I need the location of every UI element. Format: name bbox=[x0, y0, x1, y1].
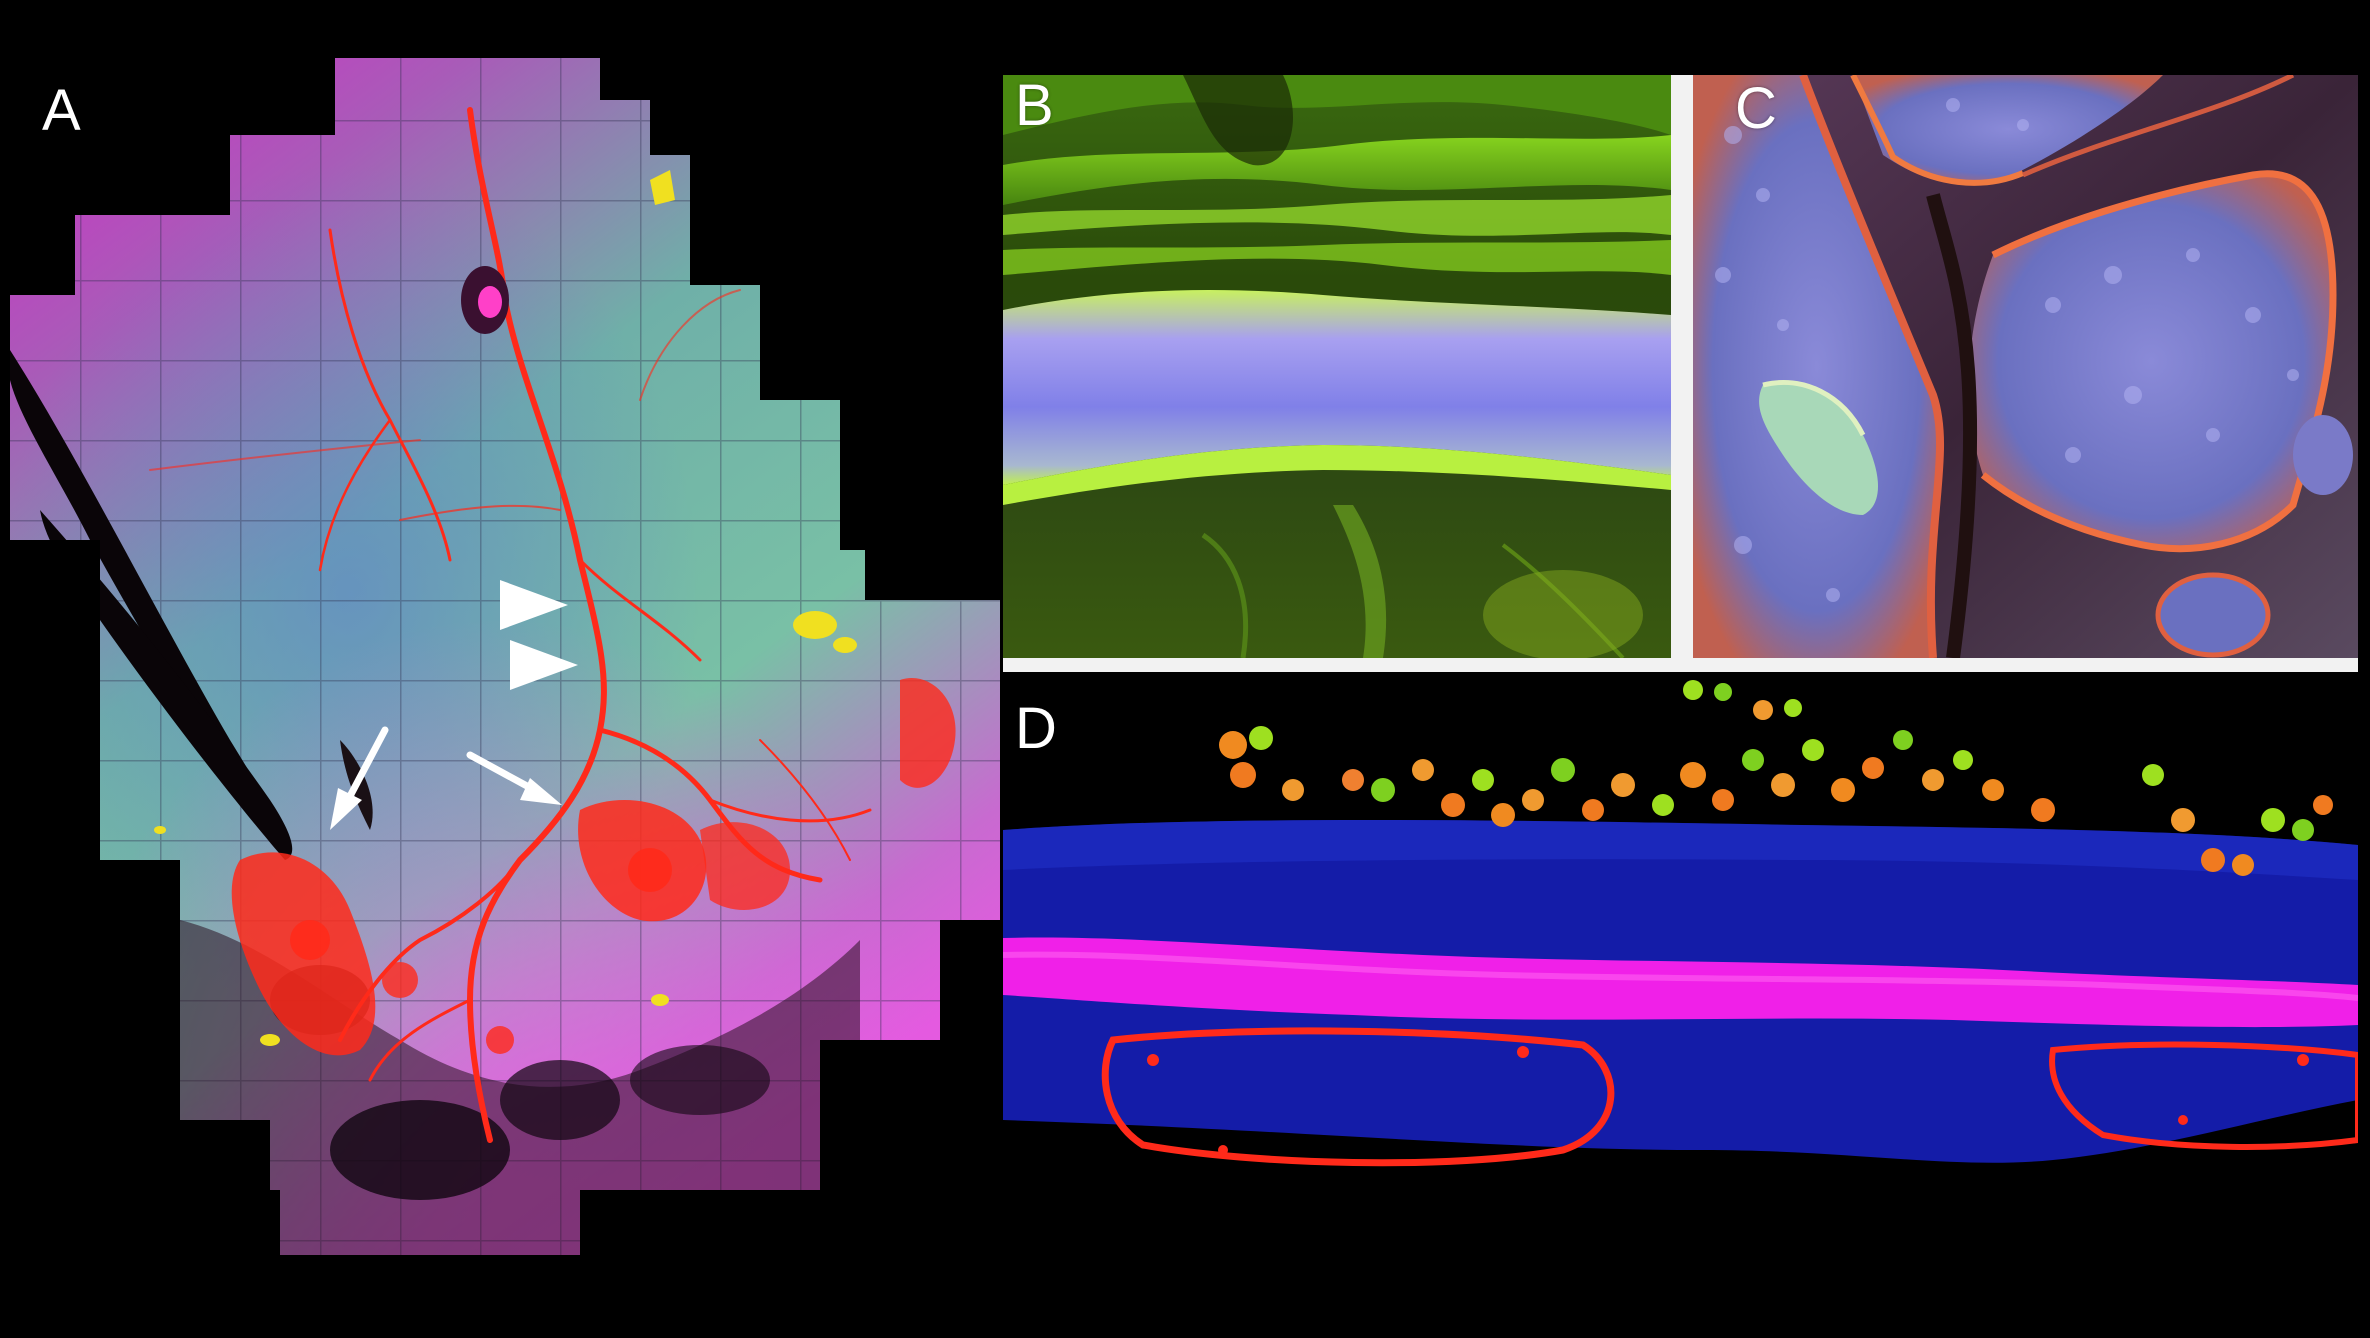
panel-a-whole-mount-image: A bbox=[0, 40, 1000, 1270]
panel-b-3d-render: B bbox=[1003, 75, 1671, 658]
panel-divider-horizontal bbox=[1003, 658, 2358, 672]
panel-d-cross-section: D bbox=[1003, 680, 2358, 1193]
panel-d-image bbox=[1003, 680, 2358, 1193]
panel-divider-vertical bbox=[1671, 75, 1693, 665]
panel-b-image bbox=[1003, 75, 1671, 658]
panel-c-image bbox=[1693, 75, 2358, 658]
panel-c-3d-render: C bbox=[1693, 75, 2358, 658]
arrows bbox=[330, 726, 562, 830]
arrowhead-upper bbox=[500, 580, 568, 630]
arrow-left-shaft bbox=[344, 726, 389, 804]
arrow-right-head bbox=[520, 778, 562, 805]
arrowheads bbox=[500, 580, 578, 690]
arrow-left-head bbox=[330, 788, 362, 830]
panel-a-image bbox=[10, 58, 1000, 1255]
arrowhead-lower bbox=[510, 640, 578, 690]
